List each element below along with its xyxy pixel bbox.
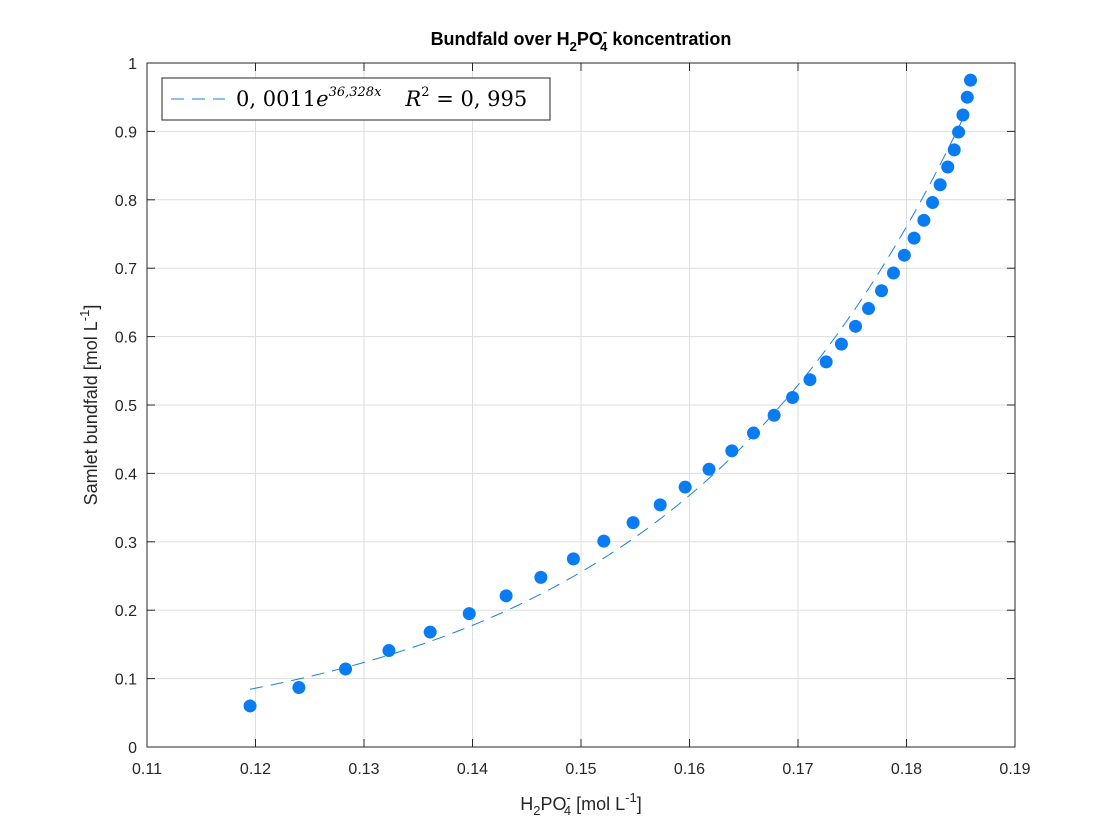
data-point [534,570,548,584]
data-point [292,680,306,694]
ticks [146,62,1016,748]
y-tick-label: 0.7 [115,261,137,278]
data-point [702,462,716,476]
data-point [947,143,961,157]
data-point [862,302,876,316]
data-point [339,662,353,676]
data-point [952,125,966,139]
data-point [926,196,940,210]
y-tick-label: 0.1 [115,672,137,689]
x-tick-label: 0.13 [348,761,379,778]
data-point [747,426,761,440]
fit-line [249,111,967,690]
x-tick-label: 0.14 [457,761,488,778]
y-tick-label: 0.6 [115,330,137,347]
x-tick-labels: 0.11 0.12 0.13 0.14 0.15 0.16 0.17 0.18 0.19 [132,761,1031,778]
data-point [423,625,437,639]
x-tick-label: 0.18 [891,761,922,778]
y-tick-label: 0 [128,740,137,757]
data-point [243,699,257,713]
data-point [941,160,955,174]
data-point [382,644,396,658]
y-tick-label: 0.9 [115,124,137,141]
data-point [917,213,931,227]
grid [146,62,1016,748]
y-tick-label: 0.4 [115,466,137,483]
data-point [834,337,848,351]
data-point [499,589,513,603]
x-tick-label: 0.17 [782,761,813,778]
y-axis-label: Samlet bundfald [mol L-1] [77,305,101,506]
x-axis-label: H2PO-4 [mol L-1] [520,790,641,818]
data-point [786,390,800,404]
data-point [462,607,476,621]
x-tick-label: 0.19 [999,761,1030,778]
fit-layer [249,111,967,690]
data-point [725,444,739,458]
x-tick-label: 0.15 [565,761,596,778]
data-points [243,73,978,713]
data-point [956,108,970,122]
data-point [653,498,667,512]
y-tick-label: 0.2 [115,603,137,620]
y-tick-label: 1 [128,56,137,73]
y-tick-label: 0.5 [115,398,137,415]
chart-title: Bundfald over H2PO-4 koncentration [431,24,732,54]
data-point [566,552,580,566]
data-point [849,319,863,333]
data-point [897,248,911,262]
x-tick-label: 0.12 [240,761,271,778]
data-point [678,480,692,494]
data-point [597,534,611,548]
data-point [803,373,817,387]
data-point [964,73,978,87]
legend: 0, 0011e36,328x R2 = 0, 995 [161,77,551,121]
data-point [767,408,781,422]
x-tick-label: 0.16 [674,761,705,778]
y-tick-labels: 0 0.1 0.2 0.3 0.4 0.5 0.6 0.7 0.8 0.9 1 [115,56,137,757]
data-point [819,355,833,369]
y-tick-label: 0.3 [115,535,137,552]
y-tick-label: 0.8 [115,193,137,210]
data-point [875,284,889,298]
data-point [886,266,900,280]
legend-label: 0, 0011e36,328x R2 = 0, 995 [236,85,527,111]
legend-box [161,77,551,121]
x-tick-label: 0.11 [132,761,162,778]
data-point [907,231,921,245]
data-point [960,90,974,104]
data-point [933,178,947,192]
data-point [626,516,640,530]
